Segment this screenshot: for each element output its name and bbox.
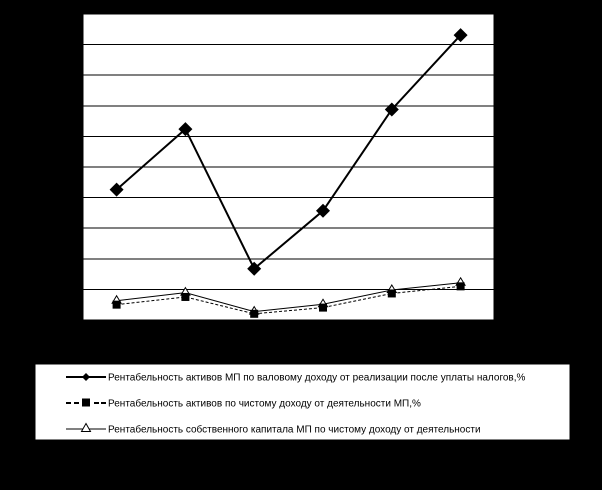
svg-text:Рентабельность собственного ка: Рентабельность собственного капитала МП … (108, 424, 481, 436)
svg-text:Рентабельность активов по чист: Рентабельность активов по чистому доходу… (108, 398, 421, 410)
svg-text:Рентабельность активов МП по в: Рентабельность активов МП по валовому до… (108, 372, 526, 384)
